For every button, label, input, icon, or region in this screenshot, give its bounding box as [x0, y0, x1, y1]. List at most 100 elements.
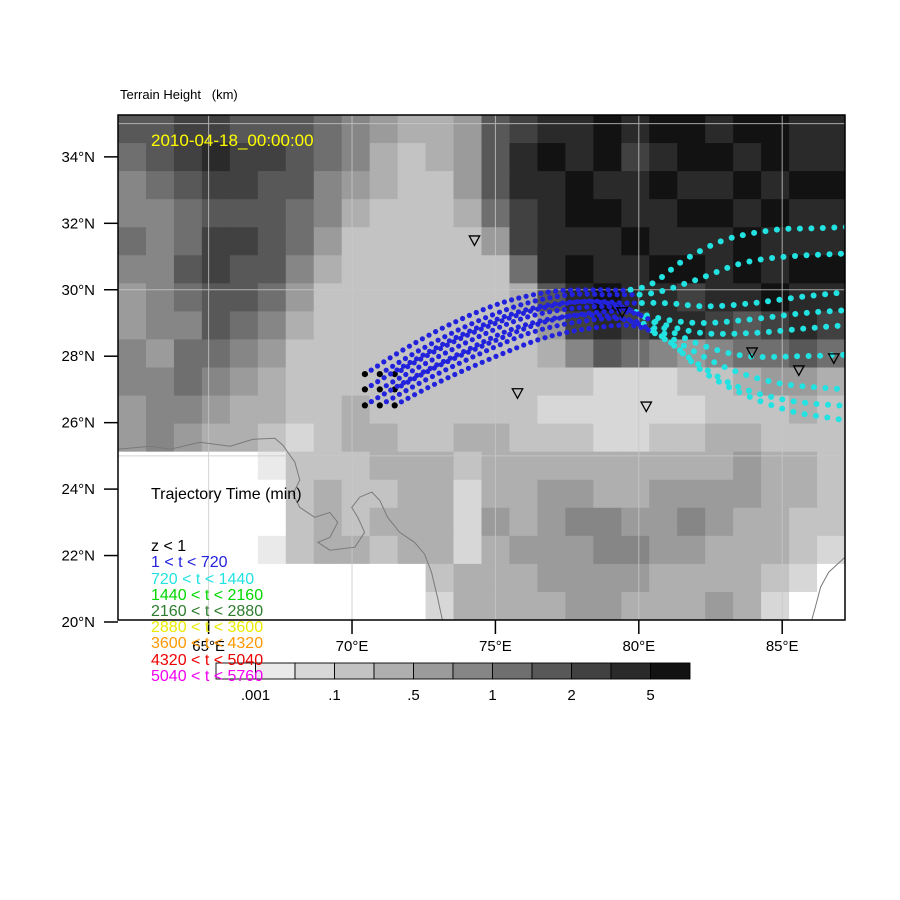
graticule — [118, 115, 845, 620]
trajectory-dot — [627, 286, 634, 293]
trajectory-dot — [751, 229, 758, 236]
trajectory-dot — [450, 363, 456, 370]
terrain-cell — [341, 563, 371, 593]
trajectory-dot — [506, 315, 512, 321]
terrain-cell — [313, 255, 343, 284]
trajectory-dot — [568, 287, 574, 293]
legend-entry: 2880 < t < 3600 — [151, 619, 264, 637]
terrain-cell — [733, 423, 762, 453]
terrain-cell — [705, 451, 734, 481]
trajectory-dot — [794, 353, 801, 360]
trajectory-dot — [403, 388, 409, 394]
colorbar-cell — [650, 662, 691, 680]
trajectory-dot — [461, 349, 467, 355]
terrain-cell — [257, 451, 287, 481]
terrain-cell — [313, 479, 343, 509]
terrain-cell — [705, 563, 734, 593]
trajectory-dot — [490, 327, 496, 333]
trajectory-dot — [539, 310, 545, 316]
trajectory-dot — [460, 331, 466, 337]
trajectory-dot — [803, 309, 810, 316]
trajectory-dot — [728, 234, 735, 241]
colorbar-cell — [531, 662, 572, 680]
trajectory-dot — [850, 307, 856, 313]
trajectory-dot — [677, 318, 684, 325]
trajectory-dot — [670, 284, 677, 291]
terrain-cell — [369, 283, 399, 312]
trajectory-dot — [542, 335, 548, 341]
trajectory-dot — [525, 300, 531, 306]
trajectory-dot — [454, 352, 460, 358]
terrain-colorbar: .001 .1 .5 1 2 5 — [215, 662, 691, 704]
terrain-cell — [118, 367, 147, 397]
trajectory-dot — [556, 331, 563, 337]
colorbar-cell — [610, 662, 651, 680]
terrain-cell — [285, 255, 315, 284]
terrain-cell — [257, 507, 287, 537]
terrain-cell — [313, 563, 343, 593]
trajectory-dot — [523, 293, 529, 299]
trajectory-dot — [628, 318, 634, 324]
trajectory-dot — [415, 348, 421, 354]
terrain-cell — [537, 115, 566, 144]
trajectory-dot — [732, 368, 739, 375]
terrain-cell — [369, 591, 399, 621]
trajectory-dot — [418, 356, 424, 362]
trajectory-dot — [420, 352, 426, 358]
terrain-cell — [369, 115, 399, 144]
station-markers — [468, 235, 841, 413]
trajectory-dot — [629, 292, 635, 298]
trajectory-dot — [708, 330, 715, 337]
trajectory-dot — [547, 295, 553, 301]
trajectory-dot — [401, 380, 407, 386]
terrain-cell — [313, 143, 343, 172]
terrain-cell — [621, 479, 650, 509]
trajectory-dot — [815, 308, 822, 315]
terrain-cell — [173, 423, 203, 453]
terrain-cell — [257, 591, 287, 621]
trajectory-dot — [525, 314, 531, 320]
trajectory-dot — [554, 323, 560, 329]
trajectory-dot — [530, 305, 536, 311]
legend-title: Trajectory Time (min) — [151, 486, 302, 503]
trajectory-dot — [407, 359, 413, 366]
terrain-cell — [817, 143, 846, 172]
terrain-cell — [817, 255, 846, 284]
trajectory-dot — [438, 378, 444, 384]
colorbar-label: 5 — [646, 687, 654, 704]
trajectory-dot — [514, 329, 520, 335]
trajectory-dot — [387, 355, 393, 361]
trajectory-dot — [429, 373, 435, 380]
trajectory-dot — [805, 353, 812, 359]
trajectory-dot — [584, 291, 590, 297]
trajectory-dot — [739, 232, 746, 239]
trajectory-dot — [847, 418, 853, 424]
trajectory-dot — [499, 318, 505, 324]
terrain-cell — [565, 339, 594, 368]
trajectory-dot — [762, 228, 769, 235]
trajectory-dot — [416, 364, 422, 370]
trajectory-dot — [562, 292, 568, 298]
trajectory-start-dot — [376, 371, 383, 378]
trajectory-dot — [514, 345, 520, 351]
trajectory-dot — [431, 381, 438, 387]
trajectory-dot — [494, 316, 500, 322]
terrain-cell — [509, 535, 538, 565]
terrain-cell — [453, 199, 482, 228]
trajectory-dot — [736, 389, 743, 396]
terrain-cell — [593, 563, 622, 593]
terrain-cell — [453, 423, 482, 453]
terrain-cell — [145, 535, 175, 565]
trajectory-dot — [613, 287, 619, 293]
trajectory-dot — [405, 364, 411, 370]
trajectory-dot — [591, 317, 597, 323]
trajectory-dot — [486, 356, 492, 362]
trajectory-dot — [381, 391, 387, 397]
terrain-cell — [397, 591, 427, 621]
trajectory-dot — [802, 399, 809, 406]
station-triangle-marker — [615, 307, 629, 319]
trajectory-dot — [592, 291, 598, 297]
trajectory-dot — [608, 323, 614, 329]
trajectory-dot — [746, 316, 753, 323]
trajectory-dot — [613, 316, 620, 322]
